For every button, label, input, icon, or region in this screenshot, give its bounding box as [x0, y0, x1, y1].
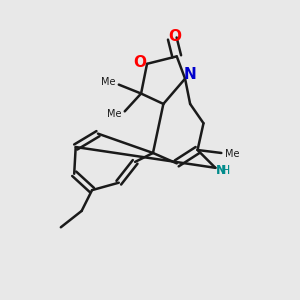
Text: Me: Me: [107, 109, 122, 119]
Text: Me: Me: [101, 76, 116, 87]
Text: Me: Me: [225, 149, 239, 160]
Text: O: O: [133, 55, 146, 70]
Text: O: O: [168, 29, 181, 44]
Text: H: H: [221, 164, 230, 177]
Text: N: N: [216, 164, 226, 177]
Text: N: N: [183, 67, 196, 82]
